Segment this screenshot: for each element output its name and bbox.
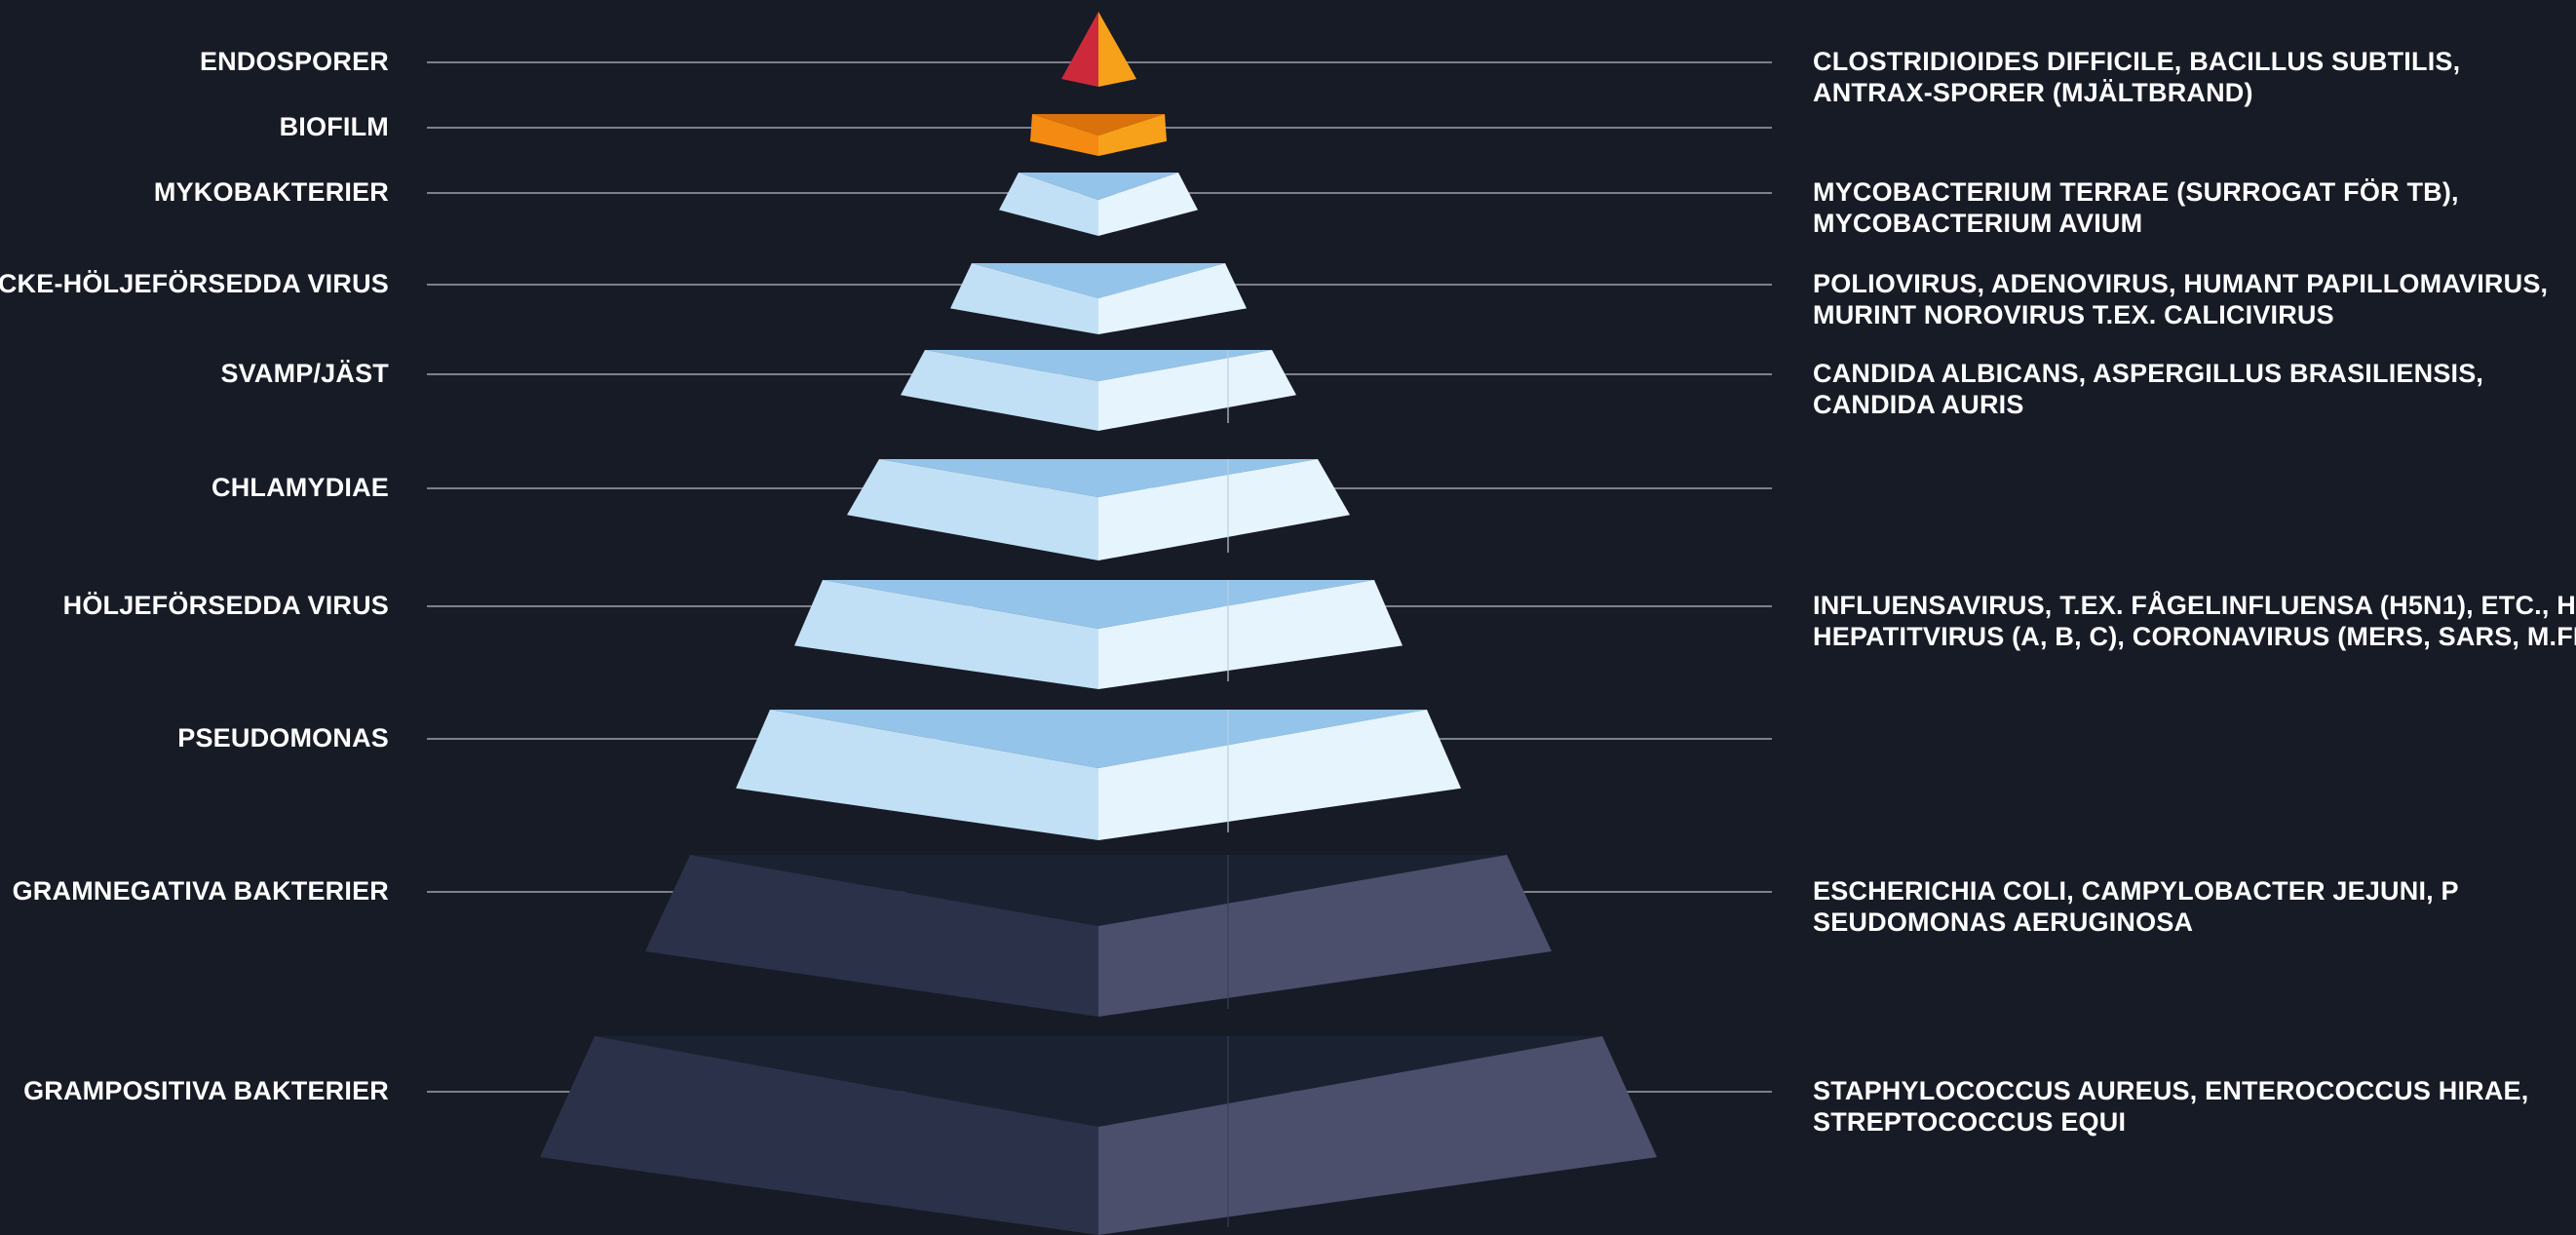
pyramid-block-5 <box>901 350 1296 431</box>
level-label: ENDOSPORER <box>199 47 389 76</box>
example-line: MURINT NOROVIRUS T.EX. CALICIVIRUS <box>1813 300 2334 329</box>
pyramid-block-6 <box>847 459 1350 560</box>
block-right-face <box>1098 263 1247 334</box>
block-right-face <box>1098 580 1403 689</box>
example-line: SEUDOMONAS AERUGINOSA <box>1813 907 2194 937</box>
level-label: PSEUDOMONAS <box>177 723 389 753</box>
level-examples: INFLUENSAVIRUS, T.EX. FÅGELINFLUENSA (H5… <box>1813 590 2576 652</box>
level-label: HÖLJEFÖRSEDDA VIRUS <box>62 591 389 620</box>
block-right-face <box>1098 855 1552 1017</box>
pyramid-block-2 <box>1030 114 1167 156</box>
block-right-face <box>1098 114 1167 156</box>
level-examples: STAPHYLOCOCCUS AUREUS, ENTEROCOCCUS HIRA… <box>1813 1075 2528 1138</box>
block-left-face <box>540 1036 1098 1235</box>
block-left-face <box>1030 114 1098 156</box>
block-left-face <box>950 263 1098 334</box>
level-examples: MYCOBACTERIUM TERRAE (SURROGAT FÖR TB), M… <box>1813 176 2459 239</box>
example-line: CANDIDA AURIS <box>1813 390 2024 419</box>
level-label: GRAMPOSITIVA BAKTERIER <box>23 1076 389 1105</box>
example-line: ESCHERICHIA COLI, CAMPYLOBACTER JEJUNI, … <box>1813 876 2459 906</box>
example-line: INFLUENSAVIRUS, T.EX. FÅGELINFLUENSA (H5… <box>1813 591 2576 620</box>
block-top-face <box>823 580 1374 629</box>
block-top-face <box>972 263 1225 298</box>
level-label: BIOFILM <box>279 112 389 141</box>
block-right-face <box>1098 1036 1657 1235</box>
level-examples: POLIOVIRUS, ADENOVIRUS, HUMANT PAPILLOMA… <box>1813 268 2548 330</box>
pyramid-block-3 <box>999 173 1198 236</box>
example-line: HEPATITVIRUS (A, B, C), CORONAVIRUS (MER… <box>1813 622 2576 651</box>
example-line: ANTRAX-SPORER (MJÄLTBRAND) <box>1813 78 2253 107</box>
level-label: GRAMNEGATIVA BAKTERIER <box>12 876 389 906</box>
apex-left-face <box>1061 12 1098 87</box>
level-label: SVAMP/JÄST <box>220 359 389 388</box>
block-left-face <box>645 855 1098 1017</box>
block-right-face <box>1098 710 1461 840</box>
block-right-face <box>1098 459 1350 560</box>
block-top-face <box>595 1036 1602 1127</box>
example-line: MYCOBACTERIUM AVIUM <box>1813 209 2143 238</box>
pyramid-block-10 <box>540 1036 1657 1235</box>
block-top-face <box>1019 173 1178 200</box>
block-right-face <box>1098 350 1296 431</box>
example-line: STAPHYLOCOCCUS AUREUS, ENTEROCOCCUS HIRA… <box>1813 1076 2529 1105</box>
example-line: MYCOBACTERIUM TERRAE (SURROGAT FÖR TB), <box>1813 177 2459 207</box>
block-left-face <box>999 173 1098 236</box>
level-label: ICKE-HÖLJEFÖRSEDDA VIRUS <box>0 269 389 298</box>
pyramid-block-9 <box>645 855 1552 1017</box>
block-left-face <box>794 580 1098 689</box>
example-line: CLOSTRIDIOIDES DIFFICILE, BACILLUS SUBTI… <box>1813 47 2461 76</box>
block-top-face <box>925 350 1272 381</box>
level-examples: CANDIDA ALBICANS, ASPERGILLUS BRASILIENS… <box>1813 358 2483 420</box>
level-examples: CLOSTRIDIOIDES DIFFICILE, BACILLUS SUBTI… <box>1813 46 2460 108</box>
block-left-face <box>847 459 1098 560</box>
example-line: CANDIDA ALBICANS, ASPERGILLUS BRASILIENS… <box>1813 359 2484 388</box>
block-top-face <box>690 855 1507 926</box>
apex-right-face <box>1098 12 1136 87</box>
pyramid-block-8 <box>736 710 1461 840</box>
example-line: POLIOVIRUS, ADENOVIRUS, HUMANT PAPILLOMA… <box>1813 269 2549 298</box>
level-label: CHLAMYDIAE <box>211 473 389 502</box>
block-left-face <box>736 710 1098 840</box>
block-top-face <box>770 710 1427 768</box>
pyramid-block-4 <box>950 263 1247 334</box>
block-right-face <box>1098 173 1198 236</box>
pyramid-block-7 <box>794 580 1403 689</box>
example-line: STREPTOCOCCUS EQUI <box>1813 1107 2127 1137</box>
pyramid-block-1 <box>1061 12 1136 87</box>
block-top-face <box>879 459 1318 497</box>
block-left-face <box>901 350 1098 431</box>
level-label: MYKOBAKTERIER <box>153 177 389 207</box>
level-examples: ESCHERICHIA COLI, CAMPYLOBACTER JEJUNI, … <box>1813 875 2459 938</box>
block-top-face <box>1032 114 1165 135</box>
